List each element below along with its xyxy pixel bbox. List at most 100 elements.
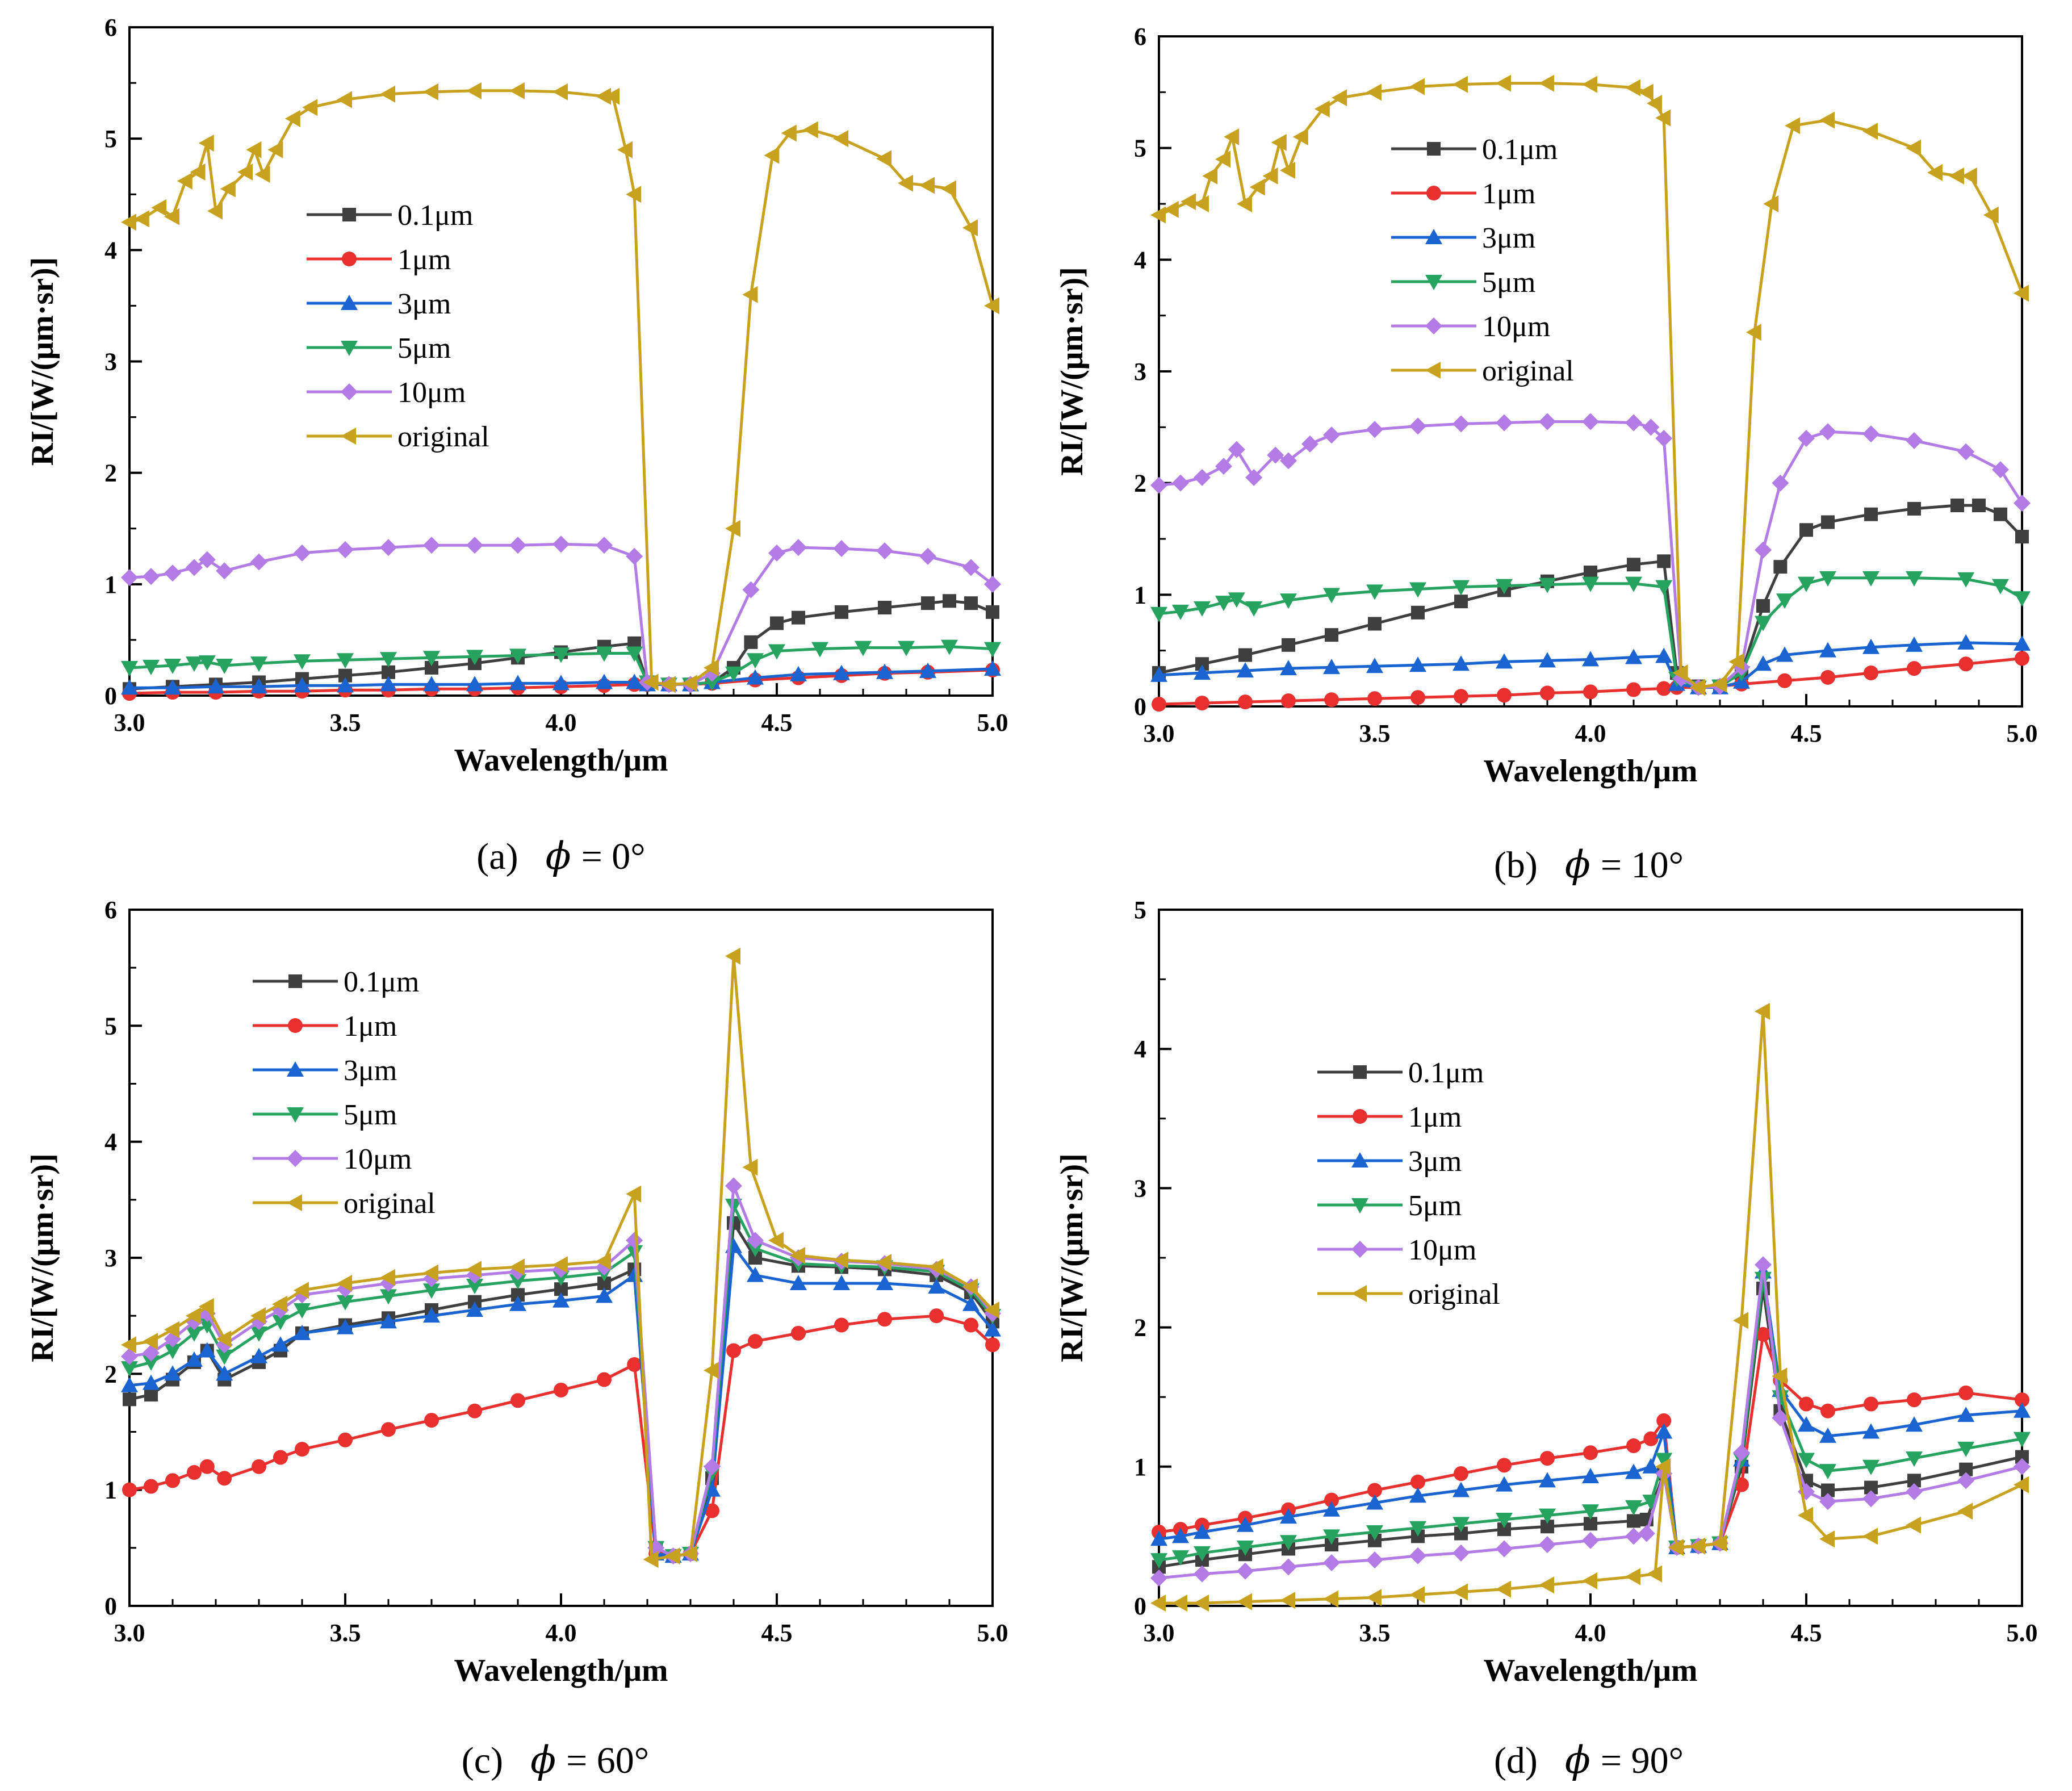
data-point-10um xyxy=(1772,1409,1789,1426)
series-line-5um xyxy=(129,645,993,686)
data-point-3um xyxy=(380,676,397,692)
legend-item-10um: 10μm xyxy=(1317,1234,1476,1266)
y-tick-label: 0 xyxy=(104,1592,117,1620)
data-point-original xyxy=(466,82,482,99)
data-point-original xyxy=(177,172,192,190)
data-point-0.1um xyxy=(1864,507,1878,521)
data-point-original xyxy=(1280,162,1295,179)
legend-marker-3um xyxy=(341,295,358,310)
data-point-original xyxy=(190,164,206,181)
data-point-original xyxy=(1409,78,1425,95)
data-point-3um xyxy=(876,663,893,679)
data-point-10um xyxy=(1957,443,1975,461)
legend-item-1um: 1μm xyxy=(1317,1101,1462,1133)
panel-a: 3.0 3.5 4.0 4.5 5.0 0 1 2 3 4 5 6 Wavelength/μm RI/[W… xyxy=(25,14,1008,878)
legend-item-5um: 5μm xyxy=(307,332,451,365)
data-point-original xyxy=(704,1362,719,1379)
data-point-10um xyxy=(790,539,807,556)
data-point-3um xyxy=(1237,1516,1254,1532)
data-point-5um xyxy=(1280,593,1297,609)
data-point-10um xyxy=(1150,476,1167,494)
data-point-original xyxy=(1215,150,1230,168)
caption-label: (a) xyxy=(476,836,518,877)
caption-label: (c) xyxy=(462,1740,503,1781)
data-point-1um xyxy=(791,1325,806,1341)
data-point-5um xyxy=(1625,576,1642,592)
data-point-3um xyxy=(466,1301,483,1317)
legend-item-original: original xyxy=(307,421,489,453)
data-point-5um xyxy=(1228,592,1245,608)
legend-item-1um: 1μm xyxy=(307,244,451,276)
legend-item-0.1um: 0.1μm xyxy=(253,966,419,998)
data-point-original xyxy=(1237,1593,1252,1610)
data-point-original xyxy=(898,174,913,192)
data-point-3um xyxy=(1625,648,1642,664)
data-point-1um xyxy=(1626,682,1641,697)
data-point-3um xyxy=(509,675,526,691)
data-point-5um xyxy=(1280,1535,1297,1551)
legend-item-1um: 1μm xyxy=(1391,178,1535,210)
data-point-3um xyxy=(596,673,613,689)
data-point-original xyxy=(1150,1595,1166,1612)
y-tick-label: 0 xyxy=(104,682,117,710)
series-group xyxy=(1150,74,2031,712)
y-tick-label: 2 xyxy=(104,1360,117,1388)
legend: 0.1μm 1μm 3μm 5μm 10μm original xyxy=(1317,1057,1500,1311)
y-ticks: 0 1 2 3 4 5 6 xyxy=(1134,23,1171,721)
y-axis-title: RI/[W/(μm·sr)] xyxy=(1054,1153,1090,1362)
data-point-3um xyxy=(250,1348,267,1363)
data-point-10um xyxy=(143,568,160,585)
legend-marker-0.1um xyxy=(1427,142,1441,156)
data-point-original xyxy=(682,1545,697,1563)
legend-marker-10um xyxy=(1351,1241,1368,1258)
legend-label: 10μm xyxy=(1482,311,1550,343)
data-point-0.1um xyxy=(144,1388,158,1402)
data-point-5um xyxy=(768,644,785,660)
x-ticks: 3.0 3.5 4.0 4.5 5.0 xyxy=(1144,1593,2038,1647)
data-point-10um xyxy=(1642,419,1660,436)
data-point-1um xyxy=(1656,1413,1672,1428)
data-point-1um xyxy=(964,1317,978,1333)
panel-c: 3.0 3.5 4.0 4.5 5.0 0 1 2 3 4 5 6 Wavelength/μm RI/[W… xyxy=(25,896,1008,1782)
data-point-5um xyxy=(1582,576,1599,592)
data-point-5um xyxy=(1798,1453,1815,1468)
series-10um xyxy=(1150,413,2031,696)
y-ticks: 0 1 2 3 4 5 6 xyxy=(104,14,142,710)
legend-marker-original xyxy=(341,428,356,445)
data-point-0.1um xyxy=(1368,617,1382,631)
data-point-5um xyxy=(1150,1553,1167,1569)
data-point-3um xyxy=(1957,634,1975,650)
data-point-original xyxy=(1249,178,1265,196)
data-point-10um xyxy=(1906,432,1923,449)
series-line-10um xyxy=(129,542,994,686)
legend-item-0.1um: 0.1μm xyxy=(1391,133,1558,166)
data-point-1um xyxy=(1734,1477,1749,1492)
data-point-1um xyxy=(2015,1392,2029,1408)
data-point-original xyxy=(164,208,179,225)
data-point-original xyxy=(1906,139,1921,157)
y-tick-label: 6 xyxy=(104,896,117,924)
caption-angle: = 10° xyxy=(1601,844,1684,886)
x-tick-label: 3.5 xyxy=(1359,1619,1391,1647)
legend-marker-10um xyxy=(341,383,358,400)
data-point-3um xyxy=(1194,1524,1211,1539)
data-point-10um xyxy=(121,1348,138,1365)
data-point-3um xyxy=(337,1319,354,1334)
data-point-original xyxy=(1819,1530,1835,1548)
caption-label: (d) xyxy=(1494,1740,1538,1781)
series-1um xyxy=(1152,651,2029,712)
data-point-original xyxy=(660,676,676,693)
panel-caption: (d) ϕ = 90° xyxy=(1494,1738,1684,1782)
data-point-10um xyxy=(1409,417,1426,435)
y-tick-label: 0 xyxy=(1134,693,1146,721)
data-point-3um xyxy=(1366,658,1383,673)
data-point-0.1um xyxy=(1773,560,1788,574)
data-point-original xyxy=(1496,74,1511,92)
legend-item-1um: 1μm xyxy=(253,1010,397,1043)
data-point-3um xyxy=(1642,1458,1660,1474)
data-point-original xyxy=(423,1264,438,1282)
caption-label: (b) xyxy=(1494,844,1538,886)
series-line-5um xyxy=(129,1204,994,1558)
panel-caption: (a) ϕ = 0° xyxy=(476,834,645,878)
data-point-10um xyxy=(1862,1490,1880,1508)
